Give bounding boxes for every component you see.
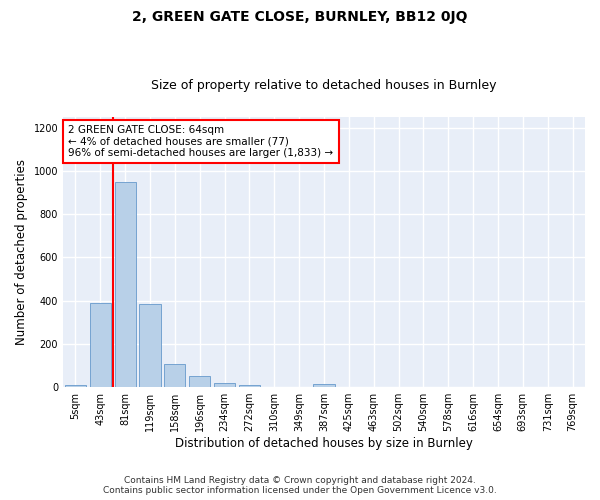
Text: 2, GREEN GATE CLOSE, BURNLEY, BB12 0JQ: 2, GREEN GATE CLOSE, BURNLEY, BB12 0JQ <box>132 10 468 24</box>
Bar <box>239 385 260 387</box>
Bar <box>164 364 185 387</box>
Bar <box>313 384 335 387</box>
Text: Contains HM Land Registry data © Crown copyright and database right 2024.
Contai: Contains HM Land Registry data © Crown c… <box>103 476 497 495</box>
Y-axis label: Number of detached properties: Number of detached properties <box>15 159 28 345</box>
Bar <box>65 385 86 387</box>
Text: 2 GREEN GATE CLOSE: 64sqm
← 4% of detached houses are smaller (77)
96% of semi-d: 2 GREEN GATE CLOSE: 64sqm ← 4% of detach… <box>68 125 334 158</box>
X-axis label: Distribution of detached houses by size in Burnley: Distribution of detached houses by size … <box>175 437 473 450</box>
Bar <box>115 182 136 387</box>
Title: Size of property relative to detached houses in Burnley: Size of property relative to detached ho… <box>151 79 497 92</box>
Bar <box>139 304 161 387</box>
Bar <box>189 376 211 387</box>
Bar <box>90 302 111 387</box>
Bar <box>214 383 235 387</box>
